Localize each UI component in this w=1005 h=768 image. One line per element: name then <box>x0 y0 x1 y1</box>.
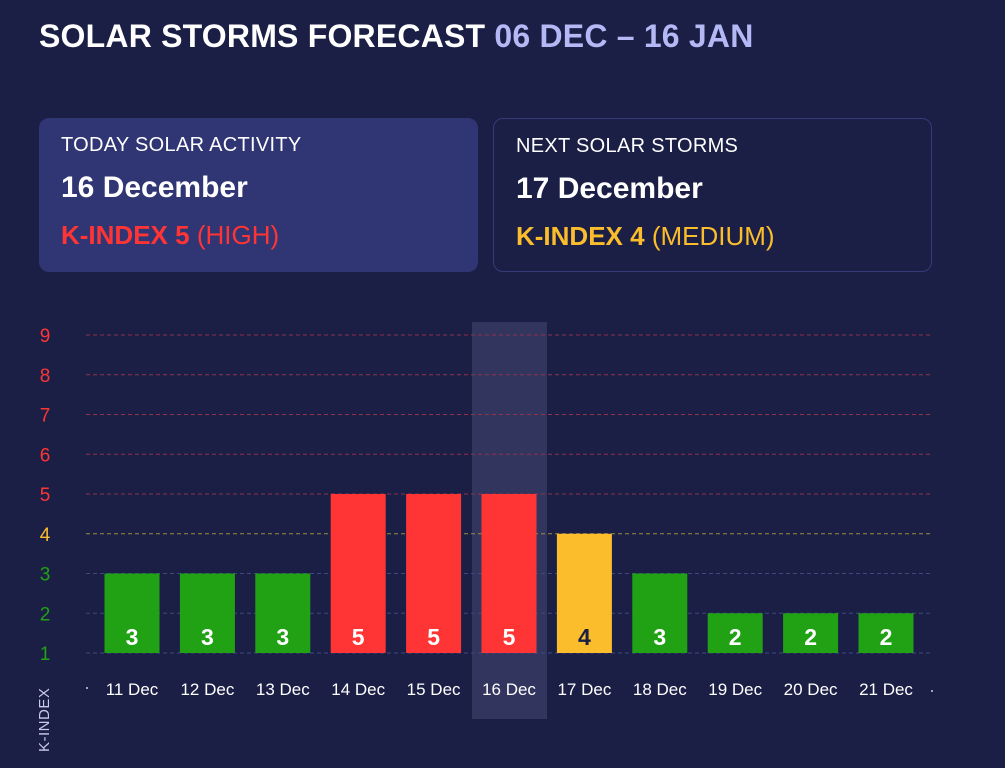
y-tick-label: 7 <box>40 406 51 427</box>
axis-start-dot <box>86 687 88 689</box>
next-kindex-level: (MEDIUM) <box>651 221 775 251</box>
today-kindex-value: K-INDEX 5 <box>61 220 190 250</box>
y-tick-label: 1 <box>40 644 51 665</box>
x-tick-label: 19 Dec <box>708 680 762 699</box>
bar-value-label: 3 <box>276 624 289 650</box>
y-axis-title: K-INDEX <box>36 687 53 752</box>
x-tick-label: 11 Dec <box>106 680 159 699</box>
x-tick-label: 14 Dec <box>331 680 385 699</box>
kindex-bar-chart: 1 2 3 4 5 6 7 8 9 3 11 Dec 3 12 Dec 3 13 Dec 5 14 Dec 5 15… <box>40 322 933 719</box>
x-tick-label: 21 Dec <box>859 680 913 699</box>
bar-value-label: 5 <box>352 624 365 650</box>
date-range: 06 DEC – 16 JAN <box>494 18 754 54</box>
bar <box>255 573 311 653</box>
today-label: TODAY SOLAR ACTIVITY <box>61 134 302 156</box>
bar <box>632 573 688 653</box>
page-title: SOLAR STORMS FORECAST 06 DEC – 16 JAN <box>39 18 754 55</box>
x-tick-label: 16 Dec <box>482 680 536 699</box>
bar <box>179 573 235 653</box>
x-tick-label: 20 Dec <box>784 680 838 699</box>
x-tick-label: 17 Dec <box>557 680 611 699</box>
today-kindex-level: (HIGH) <box>196 220 280 250</box>
bar <box>104 573 160 653</box>
bar-value-label: 3 <box>201 624 214 650</box>
bar <box>556 533 612 653</box>
today-date: 16 December <box>61 171 248 204</box>
next-kindex-value: K-INDEX 4 <box>516 221 645 251</box>
x-tick-label: 13 Dec <box>256 680 310 699</box>
next-storms-card: NEXT SOLAR STORMS 17 December K-INDEX 4 … <box>493 118 932 272</box>
bar-value-label: 3 <box>126 624 139 650</box>
y-tick-label: 6 <box>40 445 51 466</box>
bar <box>707 613 763 653</box>
bar-value-label: 5 <box>427 624 440 650</box>
today-kindex: K-INDEX 5 (HIGH) <box>61 220 456 251</box>
bar <box>330 494 386 653</box>
x-tick-label: 15 Dec <box>407 680 461 699</box>
title-text: SOLAR STORMS FORECAST <box>39 18 486 54</box>
bar-value-label: 2 <box>729 624 742 650</box>
axis-end-dot <box>931 690 933 692</box>
bar-value-label: 2 <box>804 624 817 650</box>
bar <box>481 494 537 653</box>
y-tick-label: 9 <box>40 326 51 347</box>
bar <box>783 613 839 653</box>
bar-value-label: 5 <box>503 624 516 650</box>
y-tick-label: 4 <box>40 525 51 546</box>
bar <box>858 613 914 653</box>
bar-value-label: 2 <box>880 624 893 650</box>
x-tick-label: 12 Dec <box>180 680 234 699</box>
bar <box>406 494 462 653</box>
y-tick-label: 3 <box>40 565 51 586</box>
x-tick-label: 18 Dec <box>633 680 687 699</box>
y-tick-label: 2 <box>40 604 51 625</box>
next-label: NEXT SOLAR STORMS <box>516 135 739 157</box>
next-kindex: K-INDEX 4 (MEDIUM) <box>516 221 909 252</box>
bar-value-label: 3 <box>653 624 666 650</box>
next-date: 17 December <box>516 172 703 205</box>
bar-value-label: 4 <box>578 624 591 650</box>
today-activity-card: TODAY SOLAR ACTIVITY 16 December K-INDEX… <box>39 118 478 272</box>
y-tick-label: 5 <box>40 485 51 506</box>
y-tick-label: 8 <box>40 366 51 387</box>
